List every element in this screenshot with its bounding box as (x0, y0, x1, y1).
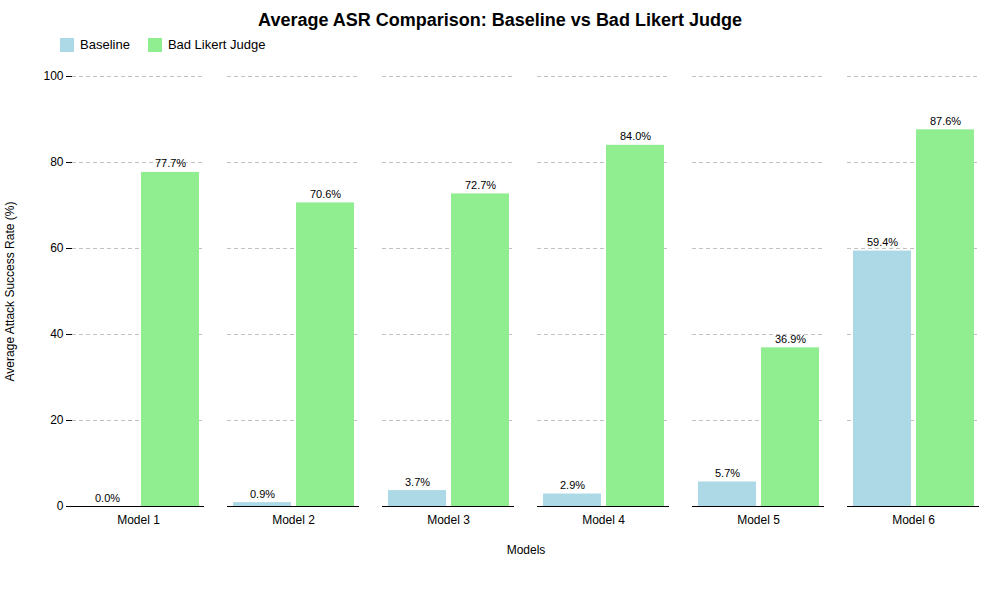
svg-text:5.7%: 5.7% (715, 467, 740, 479)
svg-text:36.9%: 36.9% (775, 333, 806, 345)
svg-text:100: 100 (43, 69, 63, 83)
svg-text:87.6%: 87.6% (930, 115, 961, 127)
svg-text:2.9%: 2.9% (560, 479, 585, 491)
svg-text:80: 80 (50, 155, 64, 169)
svg-text:77.7%: 77.7% (155, 157, 186, 169)
svg-text:40: 40 (50, 327, 64, 341)
svg-text:0.0%: 0.0% (95, 492, 120, 504)
svg-text:0.9%: 0.9% (250, 488, 275, 500)
svg-text:Model 6: Model 6 (892, 513, 935, 527)
svg-text:Models: Models (507, 543, 546, 557)
html-text:Bad Likert Judge: Bad Likert Judge (167, 37, 266, 52)
svg-text:Model 3: Model 3 (427, 513, 470, 527)
svg-text:Model 4: Model 4 (582, 513, 625, 527)
svg-text:Model 1: Model 1 (117, 513, 160, 527)
svg-text:Model 5: Model 5 (737, 513, 780, 527)
svg-text:Model 2: Model 2 (272, 513, 315, 527)
svg-text:0: 0 (57, 499, 64, 513)
svg-text:60: 60 (50, 241, 64, 255)
svg-text:70.6%: 70.6% (310, 188, 341, 200)
svg-text:72.7%: 72.7% (465, 179, 496, 191)
svg-text:20: 20 (50, 413, 64, 427)
svg-text:3.7%: 3.7% (405, 476, 430, 488)
svg-text:Average Attack Success Rate (%: Average Attack Success Rate (%) (3, 202, 17, 382)
html-text:Baseline: Baseline (80, 37, 130, 52)
svg-text:84.0%: 84.0% (620, 130, 651, 142)
html-text:Average ASR Comparison: Baseli: Average ASR Comparison: Baseline vs Bad … (258, 10, 742, 30)
svg-text:59.4%: 59.4% (867, 236, 898, 248)
